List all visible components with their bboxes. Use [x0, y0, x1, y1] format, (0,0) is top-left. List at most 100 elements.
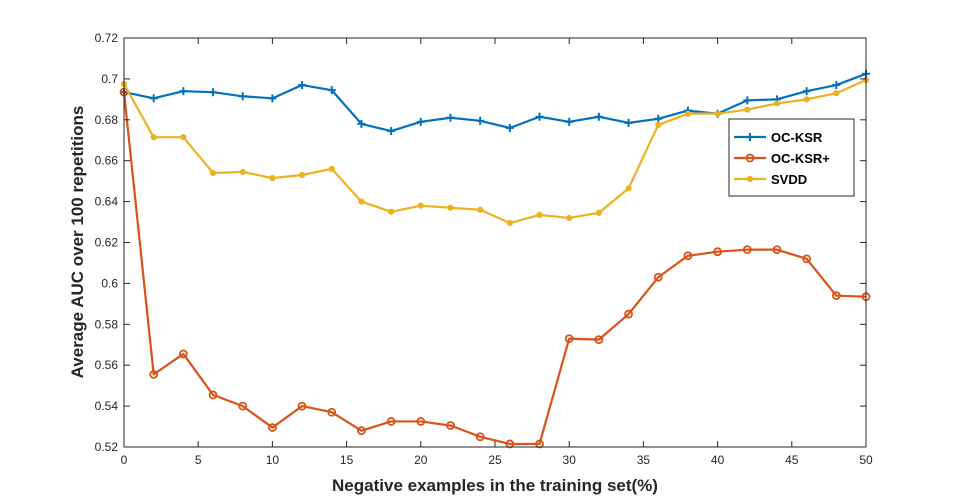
series-svdd-point — [803, 96, 810, 103]
series-oc-ksr-point — [832, 81, 841, 90]
y-tick-label: 0.68 — [95, 113, 119, 127]
series-oc-ksr-point — [149, 94, 158, 103]
series-oc-ksr-plus-point — [297, 401, 307, 411]
series-svdd-point — [417, 202, 424, 209]
series-svdd-point — [506, 219, 513, 227]
x-tick-label: 20 — [414, 453, 428, 467]
y-tick-label: 0.54 — [95, 399, 119, 413]
x-axis: 0 5 10 15 20 25 30 35 40 45 50 — [121, 38, 873, 467]
series-oc-ksr-plus-point — [624, 309, 633, 319]
x-tick-label: 25 — [488, 453, 502, 467]
y-tick-label: 0.52 — [95, 440, 119, 454]
series-oc-ksr-point — [446, 113, 455, 122]
series-oc-ksr-plus-point — [594, 335, 604, 345]
series-svdd-point — [209, 169, 217, 177]
series-svdd-point — [180, 134, 187, 141]
legend-label-oc-ksr: OC-KSR — [771, 130, 823, 145]
series-svdd-point — [566, 214, 573, 222]
series-svdd-point — [150, 134, 157, 141]
y-tick-label: 0.58 — [95, 317, 119, 331]
series-oc-ksr-point — [327, 86, 336, 95]
series-oc-ksr-plus-point — [475, 432, 485, 442]
series-svdd-point — [536, 211, 543, 218]
series-svdd-point — [744, 106, 751, 113]
series-oc-ksr-point — [476, 116, 485, 125]
series-oc-ksr-point — [743, 96, 752, 105]
series-oc-ksr-point — [298, 81, 307, 90]
series-oc-ksr-point — [357, 119, 366, 128]
x-tick-label: 0 — [121, 453, 128, 467]
series-svdd-point — [477, 206, 484, 213]
y-tick-label: 0.72 — [95, 31, 119, 45]
series-svdd — [120, 76, 870, 227]
series-oc-ksr-point — [268, 94, 277, 103]
series-svdd-point — [833, 90, 840, 97]
series-oc-ksr-plus-point — [178, 349, 188, 359]
x-axis-label: Negative examples in the training set(%) — [332, 476, 658, 495]
y-tick-label: 0.62 — [95, 236, 119, 250]
series-oc-ksr-plus-point — [327, 407, 337, 417]
series-oc-ksr-point — [565, 117, 574, 126]
legend-label-svdd: SVDD — [771, 172, 807, 187]
series-svdd-point — [298, 171, 306, 179]
series-oc-ksr — [120, 69, 870, 136]
series-svdd-point — [388, 208, 395, 215]
series-oc-ksr-point — [179, 87, 188, 96]
series-layer — [119, 69, 871, 449]
y-tick-label: 0.6 — [101, 276, 118, 290]
series-line-oc-ksr-plus — [122, 92, 867, 446]
series-svdd-point — [625, 185, 632, 192]
series-oc-ksr-plus-point — [742, 245, 752, 255]
series-svdd-point — [358, 198, 365, 205]
y-axis: 0.52 0.54 0.56 0.58 0.6 0.62 0.64 0.66 0.68 0.7 0.… — [95, 31, 866, 454]
series-oc-ksr-plus — [119, 87, 871, 449]
x-tick-label: 5 — [195, 453, 202, 467]
series-svdd-point — [447, 204, 454, 211]
y-tick-label: 0.56 — [95, 358, 119, 372]
y-axis-label: Average AUC over 100 repetitions — [68, 106, 87, 379]
series-oc-ksr-plus-point — [208, 390, 218, 400]
series-oc-ksr-point — [505, 123, 514, 132]
x-tick-label: 40 — [711, 453, 725, 467]
x-tick-label: 30 — [563, 453, 577, 467]
series-oc-ksr-plus-point — [831, 291, 841, 301]
series-oc-ksr-point — [535, 112, 544, 121]
series-oc-ksr-point — [654, 114, 663, 123]
series-oc-ksr-plus-point — [713, 247, 722, 257]
series-line-svdd — [123, 78, 867, 225]
series-svdd-point — [595, 209, 602, 216]
legend: OC-KSR OC-KSR+ SVDD — [728, 118, 855, 197]
series-svdd-point — [684, 110, 692, 117]
series-oc-ksr-plus-point — [564, 334, 574, 344]
series-oc-ksr-plus-point — [772, 245, 782, 255]
series-svdd-point — [269, 174, 276, 182]
x-tick-label: 35 — [637, 453, 651, 467]
y-tick-label: 0.64 — [95, 195, 119, 209]
series-svdd-point — [773, 100, 781, 107]
y-tick-label: 0.66 — [95, 154, 119, 168]
series-oc-ksr-point — [624, 118, 633, 127]
legend-label-oc-ksr-plus: OC-KSR+ — [771, 151, 830, 166]
series-svdd-point — [714, 110, 721, 117]
series-oc-ksr-plus-point — [149, 370, 159, 379]
series-oc-ksr-plus-point — [267, 423, 277, 432]
series-oc-ksr-plus-point — [683, 251, 693, 261]
series-svdd-point — [239, 168, 246, 176]
legend-oc-ksr-plus-point — [745, 153, 755, 163]
series-oc-ksr-plus-point — [653, 272, 663, 282]
legend-oc-ksr-point — [746, 133, 754, 141]
legend-entry-oc-ksr: OC-KSR — [734, 130, 823, 145]
legend-entry-svdd: SVDD — [734, 172, 807, 187]
x-tick-label: 10 — [266, 453, 280, 467]
x-tick-label: 50 — [859, 453, 873, 467]
series-oc-ksr-point — [238, 92, 247, 101]
series-oc-ksr-point — [802, 87, 811, 96]
series-svdd-point — [328, 165, 335, 172]
series-oc-ksr-plus-point — [416, 417, 426, 426]
series-oc-ksr-point — [387, 127, 396, 136]
legend-entry-oc-ksr-plus: OC-KSR+ — [734, 151, 830, 166]
legend-svdd-point — [746, 175, 754, 183]
series-svdd-point — [655, 121, 662, 129]
